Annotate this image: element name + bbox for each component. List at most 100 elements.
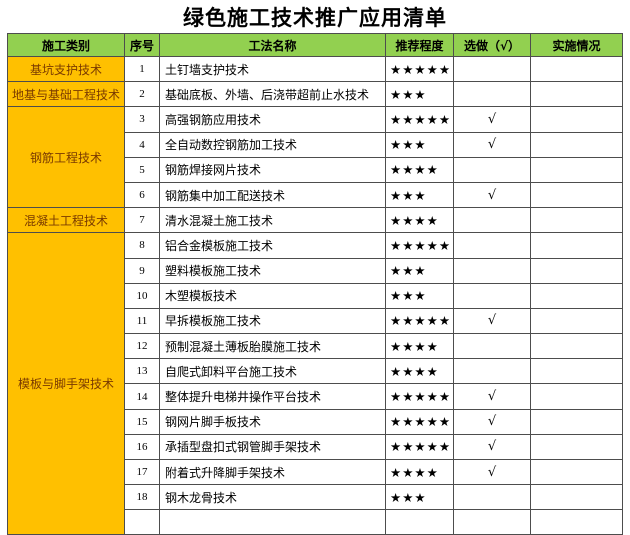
table-body: 基坑支护技术 1 土钉墙支护技术 ★★★★★ 地基与基础工程技术 2 基础底板、外墙、后浇带… [7,55,623,535]
row-number: 17 [124,458,160,486]
row-number: 11 [124,307,160,335]
recommendation-stars: ★★★★★ [385,408,454,435]
category-cell: 基坑支护技术 [7,55,125,83]
recommendation-stars: ★★★ [385,257,454,284]
method-name: 附着式升降脚手架技术 [159,458,386,486]
column-header-optional: 选做（√） [453,33,531,57]
recommendation-stars: ★★★★ [385,358,454,385]
table-row: 5 钢筋焊接网片技术 ★★★★ [8,156,623,183]
method-name: 钢筋集中加工配送技术 [159,181,386,209]
table-row: 14 整体提升电梯井操作平台技术 ★★★★★ √ [8,383,623,410]
optional-check [453,333,531,360]
optional-check: √ [453,408,531,435]
status-cell [530,207,623,234]
method-name: 钢网片脚手板技术 [159,408,386,435]
status-cell [530,433,623,461]
optional-check [453,81,531,108]
recommendation-stars: ★★★★★ [385,433,454,461]
status-cell [530,408,623,435]
status-cell [530,484,623,511]
method-name: 塑料模板施工技术 [159,257,386,284]
recommendation-stars: ★★★★ [385,333,454,360]
optional-check [453,55,531,83]
recommendation-stars: ★★★★★ [385,307,454,335]
status-cell [530,81,623,108]
row-number: 18 [124,484,160,511]
optional-check: √ [453,106,531,133]
row-number: 8 [124,232,160,259]
row-number: 14 [124,383,160,410]
table-row: 混凝土工程技术 7 清水混凝土施工技术 ★★★★ [7,207,623,234]
method-name: 全自动数控钢筋加工技术 [159,131,386,158]
optional-check: √ [453,307,531,335]
category-cell: 混凝土工程技术 [7,207,125,234]
method-name: 早拆模板施工技术 [159,307,386,335]
method-name: 预制混凝土薄板胎膜施工技术 [159,333,386,360]
row-number: 1 [124,55,160,83]
table-row: 13 自爬式卸料平台施工技术 ★★★★ [8,358,623,385]
column-header-name: 工法名称 [159,33,386,57]
recommendation-stars: ★★★★★ [385,383,454,410]
optional-check: √ [453,458,531,486]
method-name: 整体提升电梯井操作平台技术 [159,383,386,410]
page-title: 绿色施工技术推广应用清单 [183,6,447,30]
row-number: 10 [124,282,160,309]
method-name: 自爬式卸料平台施工技术 [159,358,386,385]
recommendation-stars: ★★★ [385,81,454,108]
status-cell [530,383,623,410]
optional-check [453,207,531,234]
optional-check [453,484,531,511]
method-name: 高强钢筋应用技术 [159,106,386,133]
status-cell [530,55,623,83]
status-cell [530,257,623,284]
status-cell [530,181,623,209]
recommendation-stars: ★★★★★ [385,232,454,259]
optional-check [453,156,531,183]
status-cell [530,156,623,183]
table-row: 12 预制混凝土薄板胎膜施工技术 ★★★★ [8,333,623,360]
category-cell: 地基与基础工程技术 [7,81,125,108]
row-number: 6 [124,181,160,209]
table-row: 18 钢木龙骨技术 ★★★ [8,484,623,511]
column-header-category: 施工类别 [7,33,125,57]
row-number: 2 [124,81,160,108]
table-row: 11 早拆模板施工技术 ★★★★★ √ [8,307,623,335]
table-row: 6 钢筋集中加工配送技术 ★★★ √ [8,181,623,209]
recommendation-stars: ★★★ [385,484,454,511]
method-name: 铝合金模板施工技术 [159,232,386,259]
status-cell [530,458,623,486]
row-number: 13 [124,358,160,385]
row-number: 15 [124,408,160,435]
column-header-stars: 推荐程度 [385,33,454,57]
table-row: 模板与脚手架技术 8 铝合金模板施工技术 ★★★★★ [7,232,623,535]
row-number: 5 [124,156,160,183]
status-cell [530,509,623,535]
row-number: 9 [124,257,160,284]
column-header-no: 序号 [124,33,160,57]
recommendation-stars: ★★★★★ [385,106,454,133]
status-cell [530,333,623,360]
recommendation-stars: ★★★ [385,131,454,158]
row-number: 16 [124,433,160,461]
optional-check: √ [453,131,531,158]
no-cell [124,509,160,535]
status-cell [530,358,623,385]
recommendation-stars: ★★★ [385,282,454,309]
method-name: 钢筋焊接网片技术 [159,156,386,183]
tech-table: 施工类别 序号 工法名称 推荐程度 选做（√） 实施情况 基坑支护技术 1 土钉墙支护技术 ★★… [7,33,623,535]
row-number: 12 [124,333,160,360]
status-cell [530,106,623,133]
optional-check [453,282,531,309]
table-row: 钢筋工程技术 3 高强钢筋应用技术 ★★★★★ √ [7,106,623,209]
row-number: 4 [124,131,160,158]
row-number: 3 [124,106,160,133]
method-name: 钢木龙骨技术 [159,484,386,511]
optional-check: √ [453,433,531,461]
stars-cell [385,509,454,535]
method-name: 清水混凝土施工技术 [159,207,386,234]
column-header-status: 实施情况 [530,33,623,57]
table-row: 17 附着式升降脚手架技术 ★★★★ √ [8,458,623,486]
recommendation-stars: ★★★★ [385,156,454,183]
status-cell [530,232,623,259]
